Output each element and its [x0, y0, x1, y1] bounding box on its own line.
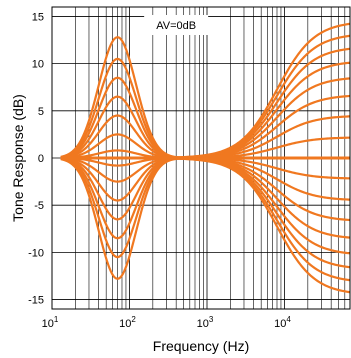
- curves: [60, 22, 351, 294]
- x-axis-title: Frequency (Hz): [153, 338, 249, 354]
- y-tick-label: 0: [38, 153, 44, 165]
- y-tick-label: -5: [34, 200, 44, 212]
- treble-curve: [60, 94, 351, 160]
- x-tick-label: 104: [274, 315, 291, 330]
- x-tick-labels: 101 102 103 104: [42, 315, 292, 330]
- y-tick-label: 15: [32, 11, 44, 23]
- y-axis-title: Tone Response (dB): [10, 94, 26, 222]
- y-tick-label: 10: [32, 59, 44, 71]
- x-tick-label: 103: [197, 315, 214, 330]
- y-tick-labels: -15 -10 -5 0 5 10 15: [28, 11, 44, 306]
- x-tick-label: 101: [42, 315, 59, 330]
- y-tick-label: -15: [28, 295, 44, 307]
- x-tick-label: 102: [119, 315, 136, 330]
- plot-frame: [51, 6, 351, 310]
- annotation-box: [144, 15, 209, 35]
- annotation-text: AV=0dB: [156, 20, 196, 32]
- treble-curve: [60, 156, 351, 239]
- y-tick-label: -10: [28, 247, 44, 259]
- treble-curve: [60, 77, 351, 160]
- treble-curve: [60, 22, 351, 160]
- y-tick-label: 5: [38, 106, 44, 118]
- treble-curve: [60, 156, 351, 222]
